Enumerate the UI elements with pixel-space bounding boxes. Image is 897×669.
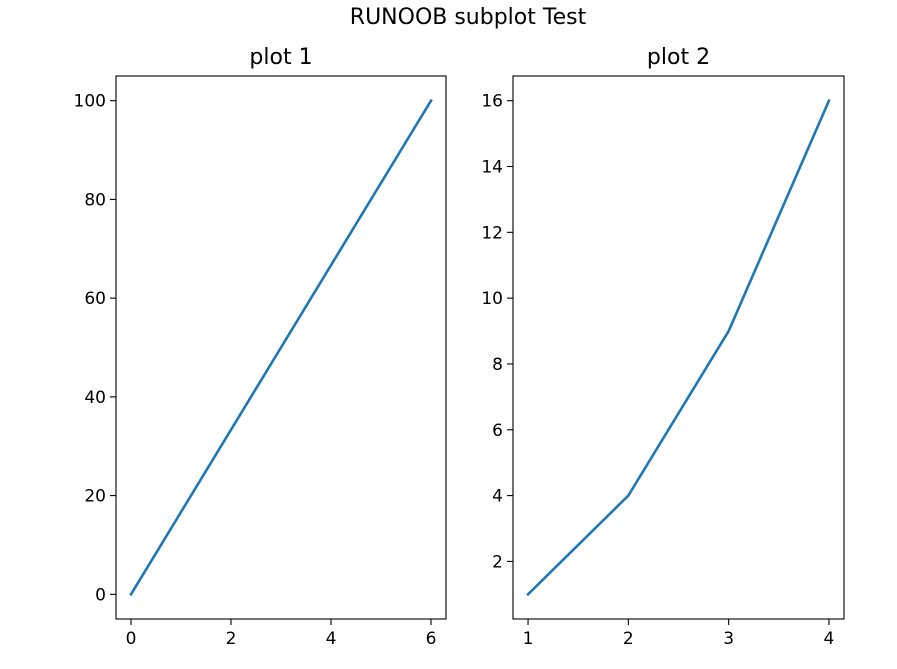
subplot-2-y-tick-label: 6 <box>492 421 503 441</box>
subplot-2-axes-frame <box>512 75 845 620</box>
subplot-1-axes-frame <box>115 75 447 620</box>
subplot-1-y-tick-label: 40 <box>84 388 106 408</box>
subplot-2-x-tick-label: 4 <box>824 629 835 649</box>
subplot-2-y-tick-label: 10 <box>481 289 503 309</box>
subplot-2-x-tick-label: 2 <box>623 629 634 649</box>
subplot-1-x-tick-label: 2 <box>226 629 237 649</box>
subplot-2-x-tick-label: 3 <box>723 629 734 649</box>
subplot-2-title: plot 2 <box>647 45 710 70</box>
figure-suptitle: RUNOOB subplot Test <box>350 5 587 30</box>
subplot-1-x-tick-label: 4 <box>326 629 337 649</box>
subplot-2-y-tick-label: 4 <box>492 487 503 507</box>
subplot-1-y-tick-label: 80 <box>84 190 106 210</box>
subplot-1-y-tick-label: 60 <box>84 289 106 309</box>
subplot-2-y-tick-label: 12 <box>481 223 503 243</box>
subplot-1-y-tick-label: 20 <box>84 487 106 507</box>
subplot-2-series-line <box>526 98 831 597</box>
subplot-2-y-tick-label: 16 <box>481 92 503 112</box>
subplot-1-series-line <box>129 98 433 597</box>
subplot-1-x-tick-label: 0 <box>126 629 137 649</box>
subplot-2-y-tick-label: 2 <box>492 552 503 572</box>
subplot-2-y-tick-label: 14 <box>481 158 503 178</box>
subplot-1-title: plot 1 <box>249 45 312 70</box>
subplot-1-x-tick-label: 6 <box>426 629 437 649</box>
subplot-2-x-tick-label: 1 <box>523 629 534 649</box>
subplot-1-y-tick-label: 100 <box>74 92 106 112</box>
subplot-2-y-tick-label: 8 <box>492 355 503 375</box>
subplot-1-y-tick-label: 0 <box>95 585 106 605</box>
